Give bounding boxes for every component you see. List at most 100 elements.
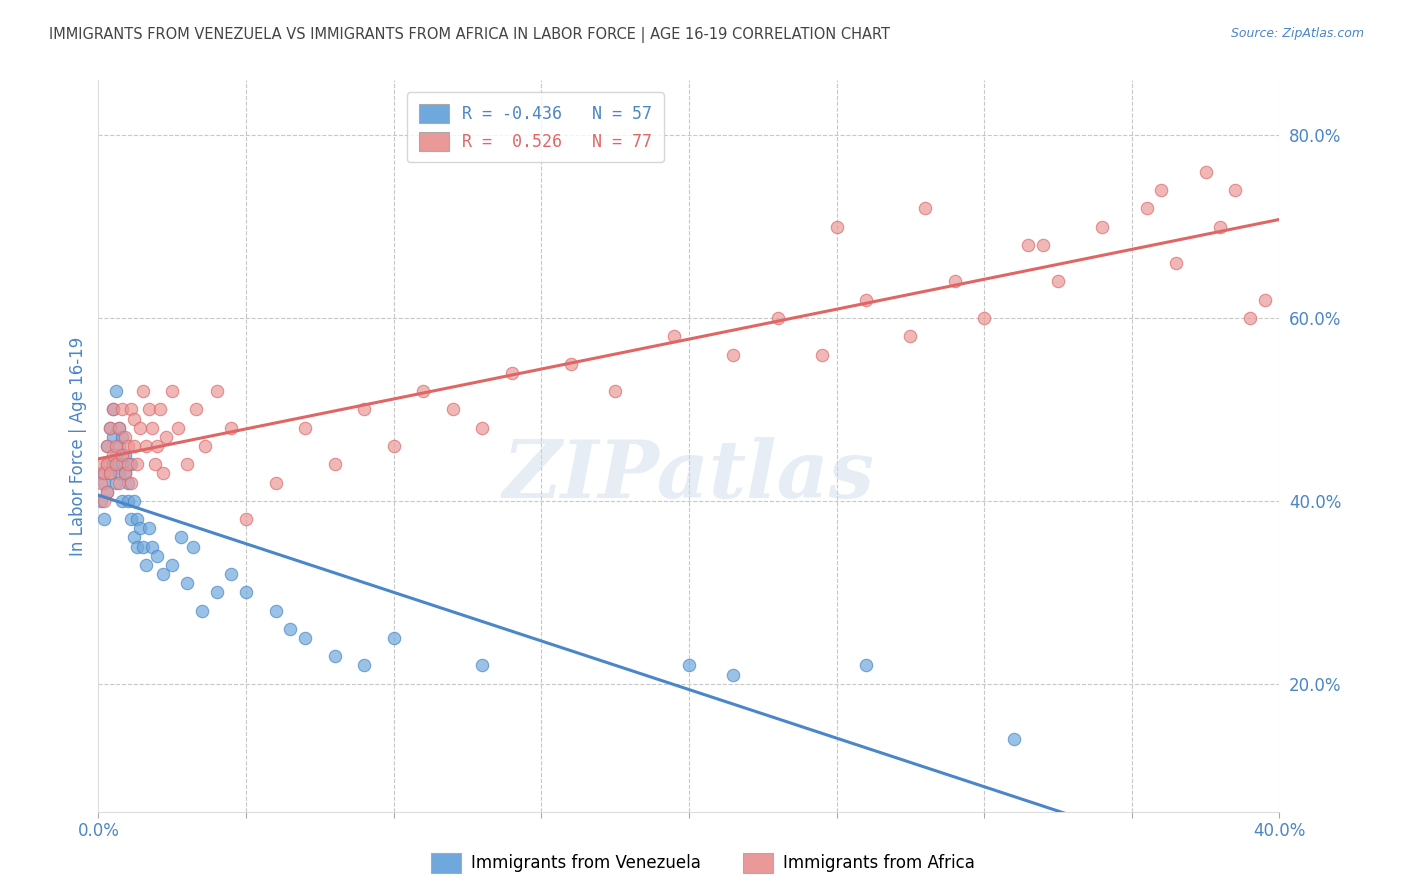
Point [1136, 201, 1159, 215]
Point [108, 439, 131, 453]
Point [125, 512, 148, 526]
Point [205, 384, 228, 398]
Point [96, 457, 118, 471]
Point [114, 467, 136, 481]
Point [235, 585, 257, 599]
Point [723, 347, 745, 362]
Point [1209, 219, 1232, 234]
Point [114, 430, 136, 444]
Point [111, 402, 134, 417]
Point [184, 402, 207, 417]
Point [103, 402, 125, 417]
Point [382, 631, 405, 645]
Point [471, 421, 494, 435]
Point [111, 494, 134, 508]
Point [111, 430, 134, 444]
Point [1195, 164, 1218, 178]
Text: ZIPatlas: ZIPatlas [503, 436, 875, 514]
Point [221, 567, 243, 582]
Point [135, 558, 157, 572]
Point [120, 475, 142, 490]
Point [90, 457, 112, 471]
Point [353, 402, 375, 417]
Point [122, 494, 145, 508]
Point [353, 658, 375, 673]
Point [280, 622, 302, 636]
Legend: R = -0.436   N = 57, R =  0.526   N = 77: R = -0.436 N = 57, R = 0.526 N = 77 [408, 92, 664, 162]
Point [973, 311, 995, 326]
Point [105, 475, 128, 490]
Point [117, 439, 139, 453]
Point [294, 421, 316, 435]
Point [117, 494, 139, 508]
Point [323, 457, 346, 471]
Y-axis label: In Labor Force | Age 16-19: In Labor Force | Age 16-19 [69, 336, 87, 556]
Point [141, 421, 163, 435]
Point [170, 530, 193, 544]
Point [108, 421, 131, 435]
Point [138, 402, 160, 417]
Point [108, 475, 131, 490]
Point [141, 540, 163, 554]
Point [152, 567, 174, 582]
Point [90, 475, 112, 490]
Point [132, 540, 155, 554]
Point [98, 421, 121, 435]
Point [117, 457, 139, 471]
Point [105, 448, 128, 462]
Point [264, 475, 287, 490]
Point [664, 329, 686, 343]
Point [149, 402, 172, 417]
Point [114, 448, 136, 462]
Point [103, 457, 125, 471]
Point [120, 457, 142, 471]
Point [825, 219, 848, 234]
Point [441, 402, 464, 417]
Point [235, 512, 257, 526]
Point [943, 274, 966, 288]
Point [678, 658, 700, 673]
Point [98, 467, 121, 481]
Point [152, 467, 174, 481]
Point [1032, 238, 1054, 252]
Point [1046, 274, 1070, 288]
Point [1018, 238, 1040, 252]
Point [155, 430, 177, 444]
Point [111, 448, 134, 462]
Point [1002, 731, 1025, 746]
Point [471, 658, 494, 673]
Point [1166, 256, 1188, 270]
Point [125, 540, 148, 554]
Point [98, 467, 121, 481]
Point [167, 421, 190, 435]
Point [176, 576, 198, 591]
Point [855, 293, 877, 307]
Point [1091, 219, 1114, 234]
Point [96, 439, 118, 453]
Point [120, 512, 142, 526]
Point [105, 439, 128, 453]
Point [125, 457, 148, 471]
Text: IMMIGRANTS FROM VENEZUELA VS IMMIGRANTS FROM AFRICA IN LABOR FORCE | AGE 16-19 C: IMMIGRANTS FROM VENEZUELA VS IMMIGRANTS … [49, 27, 890, 43]
Point [766, 311, 789, 326]
Legend: Immigrants from Venezuela, Immigrants from Africa: Immigrants from Venezuela, Immigrants fr… [425, 847, 981, 880]
Point [264, 603, 287, 617]
Point [105, 384, 128, 398]
Point [122, 439, 145, 453]
Point [90, 494, 112, 508]
Point [191, 603, 214, 617]
Point [181, 540, 204, 554]
Point [122, 411, 145, 425]
Point [114, 467, 136, 481]
Point [138, 521, 160, 535]
Point [605, 384, 627, 398]
Point [93, 467, 115, 481]
Point [105, 457, 128, 471]
Point [176, 457, 198, 471]
Point [117, 475, 139, 490]
Point [501, 366, 523, 380]
Point [914, 201, 936, 215]
Point [221, 421, 243, 435]
Point [162, 558, 183, 572]
Point [96, 457, 118, 471]
